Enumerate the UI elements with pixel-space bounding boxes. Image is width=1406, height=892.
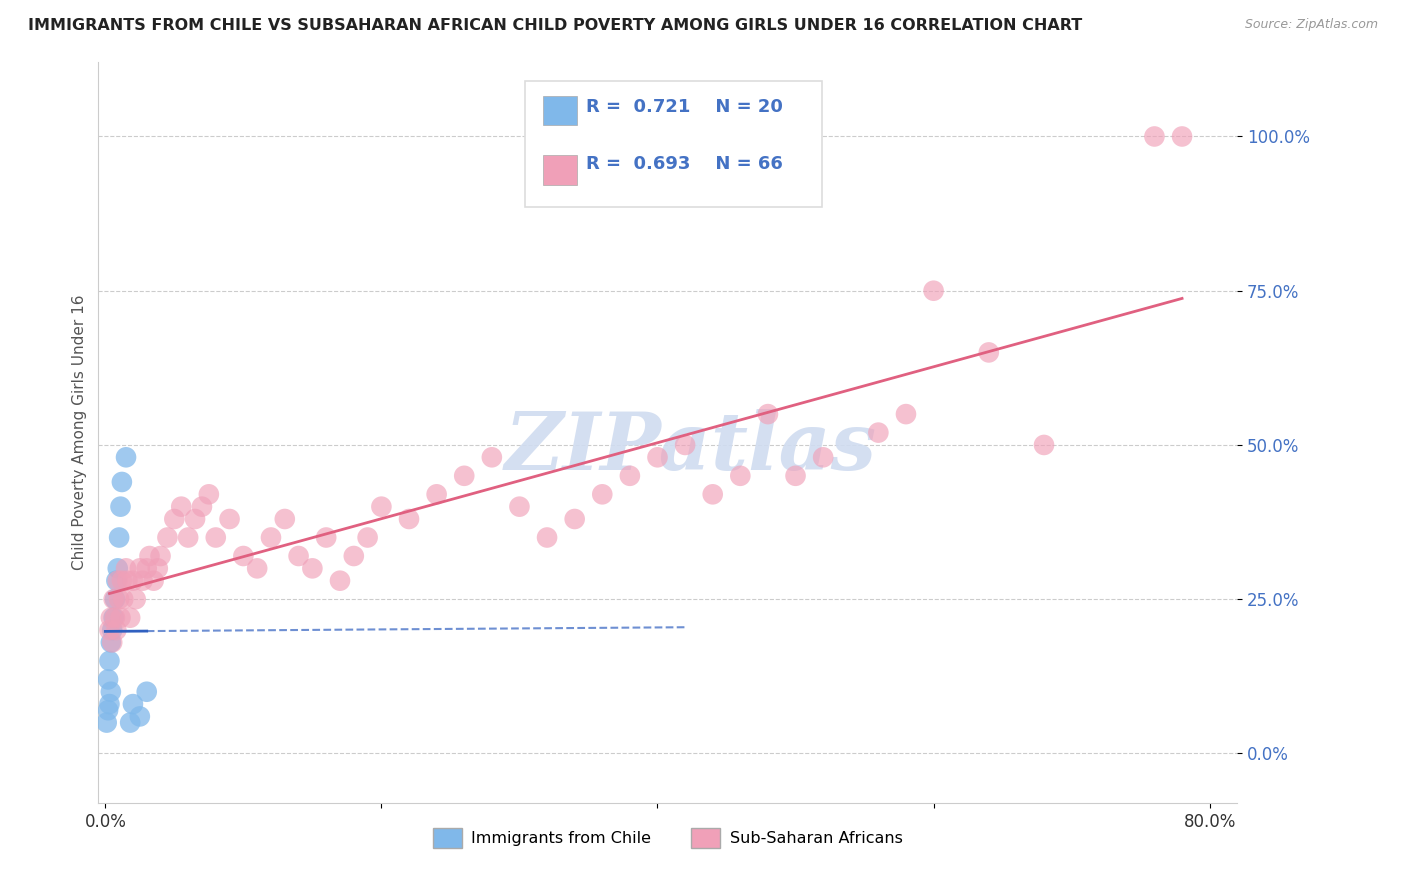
Point: [426, 487, 449, 501]
Point: [785, 468, 807, 483]
FancyBboxPatch shape: [526, 81, 821, 207]
Point: [191, 500, 214, 514]
Point: [108, 592, 131, 607]
Point: [564, 512, 586, 526]
Point: [97, 673, 120, 687]
Point: [111, 475, 134, 489]
Point: [329, 574, 352, 588]
Point: [163, 512, 186, 526]
Point: [97, 703, 120, 717]
Point: [922, 284, 945, 298]
Point: [115, 450, 138, 465]
Point: [122, 574, 145, 588]
Point: [730, 468, 752, 483]
Point: [103, 611, 125, 625]
Point: [274, 512, 297, 526]
Point: [142, 574, 165, 588]
Point: [101, 635, 124, 649]
Point: [370, 500, 392, 514]
Y-axis label: Child Poverty Among Girls Under 16: Child Poverty Among Girls Under 16: [72, 295, 87, 570]
Point: [120, 715, 142, 730]
Point: [204, 531, 226, 545]
Point: [508, 500, 530, 514]
Point: [112, 592, 135, 607]
Point: [702, 487, 724, 501]
Point: [287, 549, 309, 563]
Point: [246, 561, 269, 575]
Point: [115, 561, 138, 575]
Text: R =  0.693    N = 66: R = 0.693 N = 66: [586, 155, 783, 173]
Text: Source: ZipAtlas.com: Source: ZipAtlas.com: [1244, 18, 1378, 31]
Point: [103, 592, 125, 607]
Point: [356, 531, 378, 545]
Point: [1171, 129, 1194, 144]
Point: [146, 561, 169, 575]
Point: [96, 715, 118, 730]
Point: [1143, 129, 1166, 144]
Point: [156, 531, 179, 545]
Point: [104, 611, 127, 625]
Point: [536, 531, 558, 545]
FancyBboxPatch shape: [543, 95, 576, 126]
Point: [260, 531, 283, 545]
Point: [98, 623, 121, 637]
Point: [149, 549, 172, 563]
Point: [100, 611, 122, 625]
Point: [673, 438, 696, 452]
Point: [98, 697, 121, 711]
Point: [135, 685, 157, 699]
Point: [128, 709, 150, 723]
Point: [177, 531, 200, 545]
Point: [117, 574, 139, 588]
Point: [1033, 438, 1056, 452]
Point: [111, 574, 134, 588]
Point: [619, 468, 641, 483]
Point: [894, 407, 917, 421]
Point: [398, 512, 420, 526]
Point: [343, 549, 366, 563]
Point: [647, 450, 669, 465]
Point: [756, 407, 779, 421]
Text: IMMIGRANTS FROM CHILE VS SUBSAHARAN AFRICAN CHILD POVERTY AMONG GIRLS UNDER 16 C: IMMIGRANTS FROM CHILE VS SUBSAHARAN AFRI…: [28, 18, 1083, 33]
Point: [101, 623, 124, 637]
Legend: Immigrants from Chile, Sub-Saharan Africans: Immigrants from Chile, Sub-Saharan Afric…: [427, 822, 908, 854]
Point: [104, 592, 127, 607]
Point: [591, 487, 613, 501]
FancyBboxPatch shape: [543, 155, 576, 185]
Point: [138, 549, 160, 563]
Point: [198, 487, 221, 501]
Point: [110, 500, 132, 514]
Point: [108, 531, 131, 545]
Point: [453, 468, 475, 483]
Point: [98, 654, 121, 668]
Point: [120, 611, 142, 625]
Point: [105, 574, 128, 588]
Point: [135, 561, 157, 575]
Point: [100, 635, 122, 649]
Point: [868, 425, 890, 440]
Point: [128, 561, 150, 575]
Point: [170, 500, 193, 514]
Text: ZIPatlas: ZIPatlas: [505, 409, 877, 486]
Point: [218, 512, 240, 526]
Point: [301, 561, 323, 575]
Point: [105, 623, 128, 637]
Point: [107, 574, 129, 588]
Point: [122, 697, 145, 711]
Point: [315, 531, 337, 545]
Point: [811, 450, 834, 465]
Text: R =  0.721    N = 20: R = 0.721 N = 20: [586, 98, 783, 116]
Point: [481, 450, 503, 465]
Point: [131, 574, 153, 588]
Point: [110, 611, 132, 625]
Point: [100, 685, 122, 699]
Point: [125, 592, 148, 607]
Point: [184, 512, 207, 526]
Point: [232, 549, 254, 563]
Point: [107, 561, 129, 575]
Point: [977, 345, 1000, 359]
